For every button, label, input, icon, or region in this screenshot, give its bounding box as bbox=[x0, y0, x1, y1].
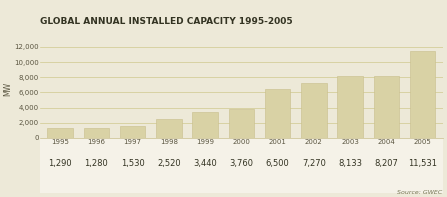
Text: 8,133: 8,133 bbox=[338, 159, 362, 168]
Bar bbox=[410, 50, 435, 138]
Bar bbox=[229, 109, 254, 138]
Text: 11,531: 11,531 bbox=[408, 159, 437, 168]
Text: 3,760: 3,760 bbox=[229, 159, 253, 168]
Bar bbox=[120, 126, 145, 138]
Bar bbox=[374, 76, 399, 138]
Text: 7,270: 7,270 bbox=[302, 159, 326, 168]
Bar bbox=[265, 89, 290, 138]
Text: 6,500: 6,500 bbox=[266, 159, 290, 168]
Text: Source: GWEC: Source: GWEC bbox=[397, 190, 443, 195]
Text: GLOBAL ANNUAL INSTALLED CAPACITY 1995-2005: GLOBAL ANNUAL INSTALLED CAPACITY 1995-20… bbox=[40, 17, 293, 26]
Bar bbox=[301, 83, 327, 138]
Text: 2,520: 2,520 bbox=[157, 159, 181, 168]
Bar bbox=[193, 112, 218, 138]
Bar bbox=[156, 119, 181, 138]
Text: 3,440: 3,440 bbox=[193, 159, 217, 168]
Bar bbox=[47, 128, 73, 138]
Text: 1,280: 1,280 bbox=[84, 159, 108, 168]
Text: 1,530: 1,530 bbox=[121, 159, 144, 168]
Bar bbox=[84, 128, 109, 138]
Text: 8,207: 8,207 bbox=[375, 159, 398, 168]
Bar bbox=[337, 76, 363, 138]
Text: 1,290: 1,290 bbox=[48, 159, 72, 168]
Y-axis label: MW: MW bbox=[4, 82, 13, 96]
